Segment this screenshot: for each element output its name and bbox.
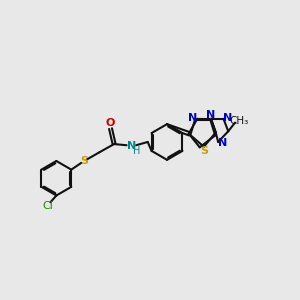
Text: Cl: Cl bbox=[42, 201, 53, 211]
Text: N: N bbox=[218, 138, 227, 148]
Text: N: N bbox=[223, 112, 232, 123]
Text: H: H bbox=[133, 146, 140, 156]
Text: S: S bbox=[200, 146, 208, 156]
Text: N: N bbox=[188, 112, 197, 123]
Text: N: N bbox=[206, 110, 216, 120]
Text: S: S bbox=[80, 156, 88, 166]
Text: O: O bbox=[106, 118, 115, 128]
Text: N: N bbox=[127, 140, 136, 151]
Text: CH₃: CH₃ bbox=[230, 116, 249, 125]
